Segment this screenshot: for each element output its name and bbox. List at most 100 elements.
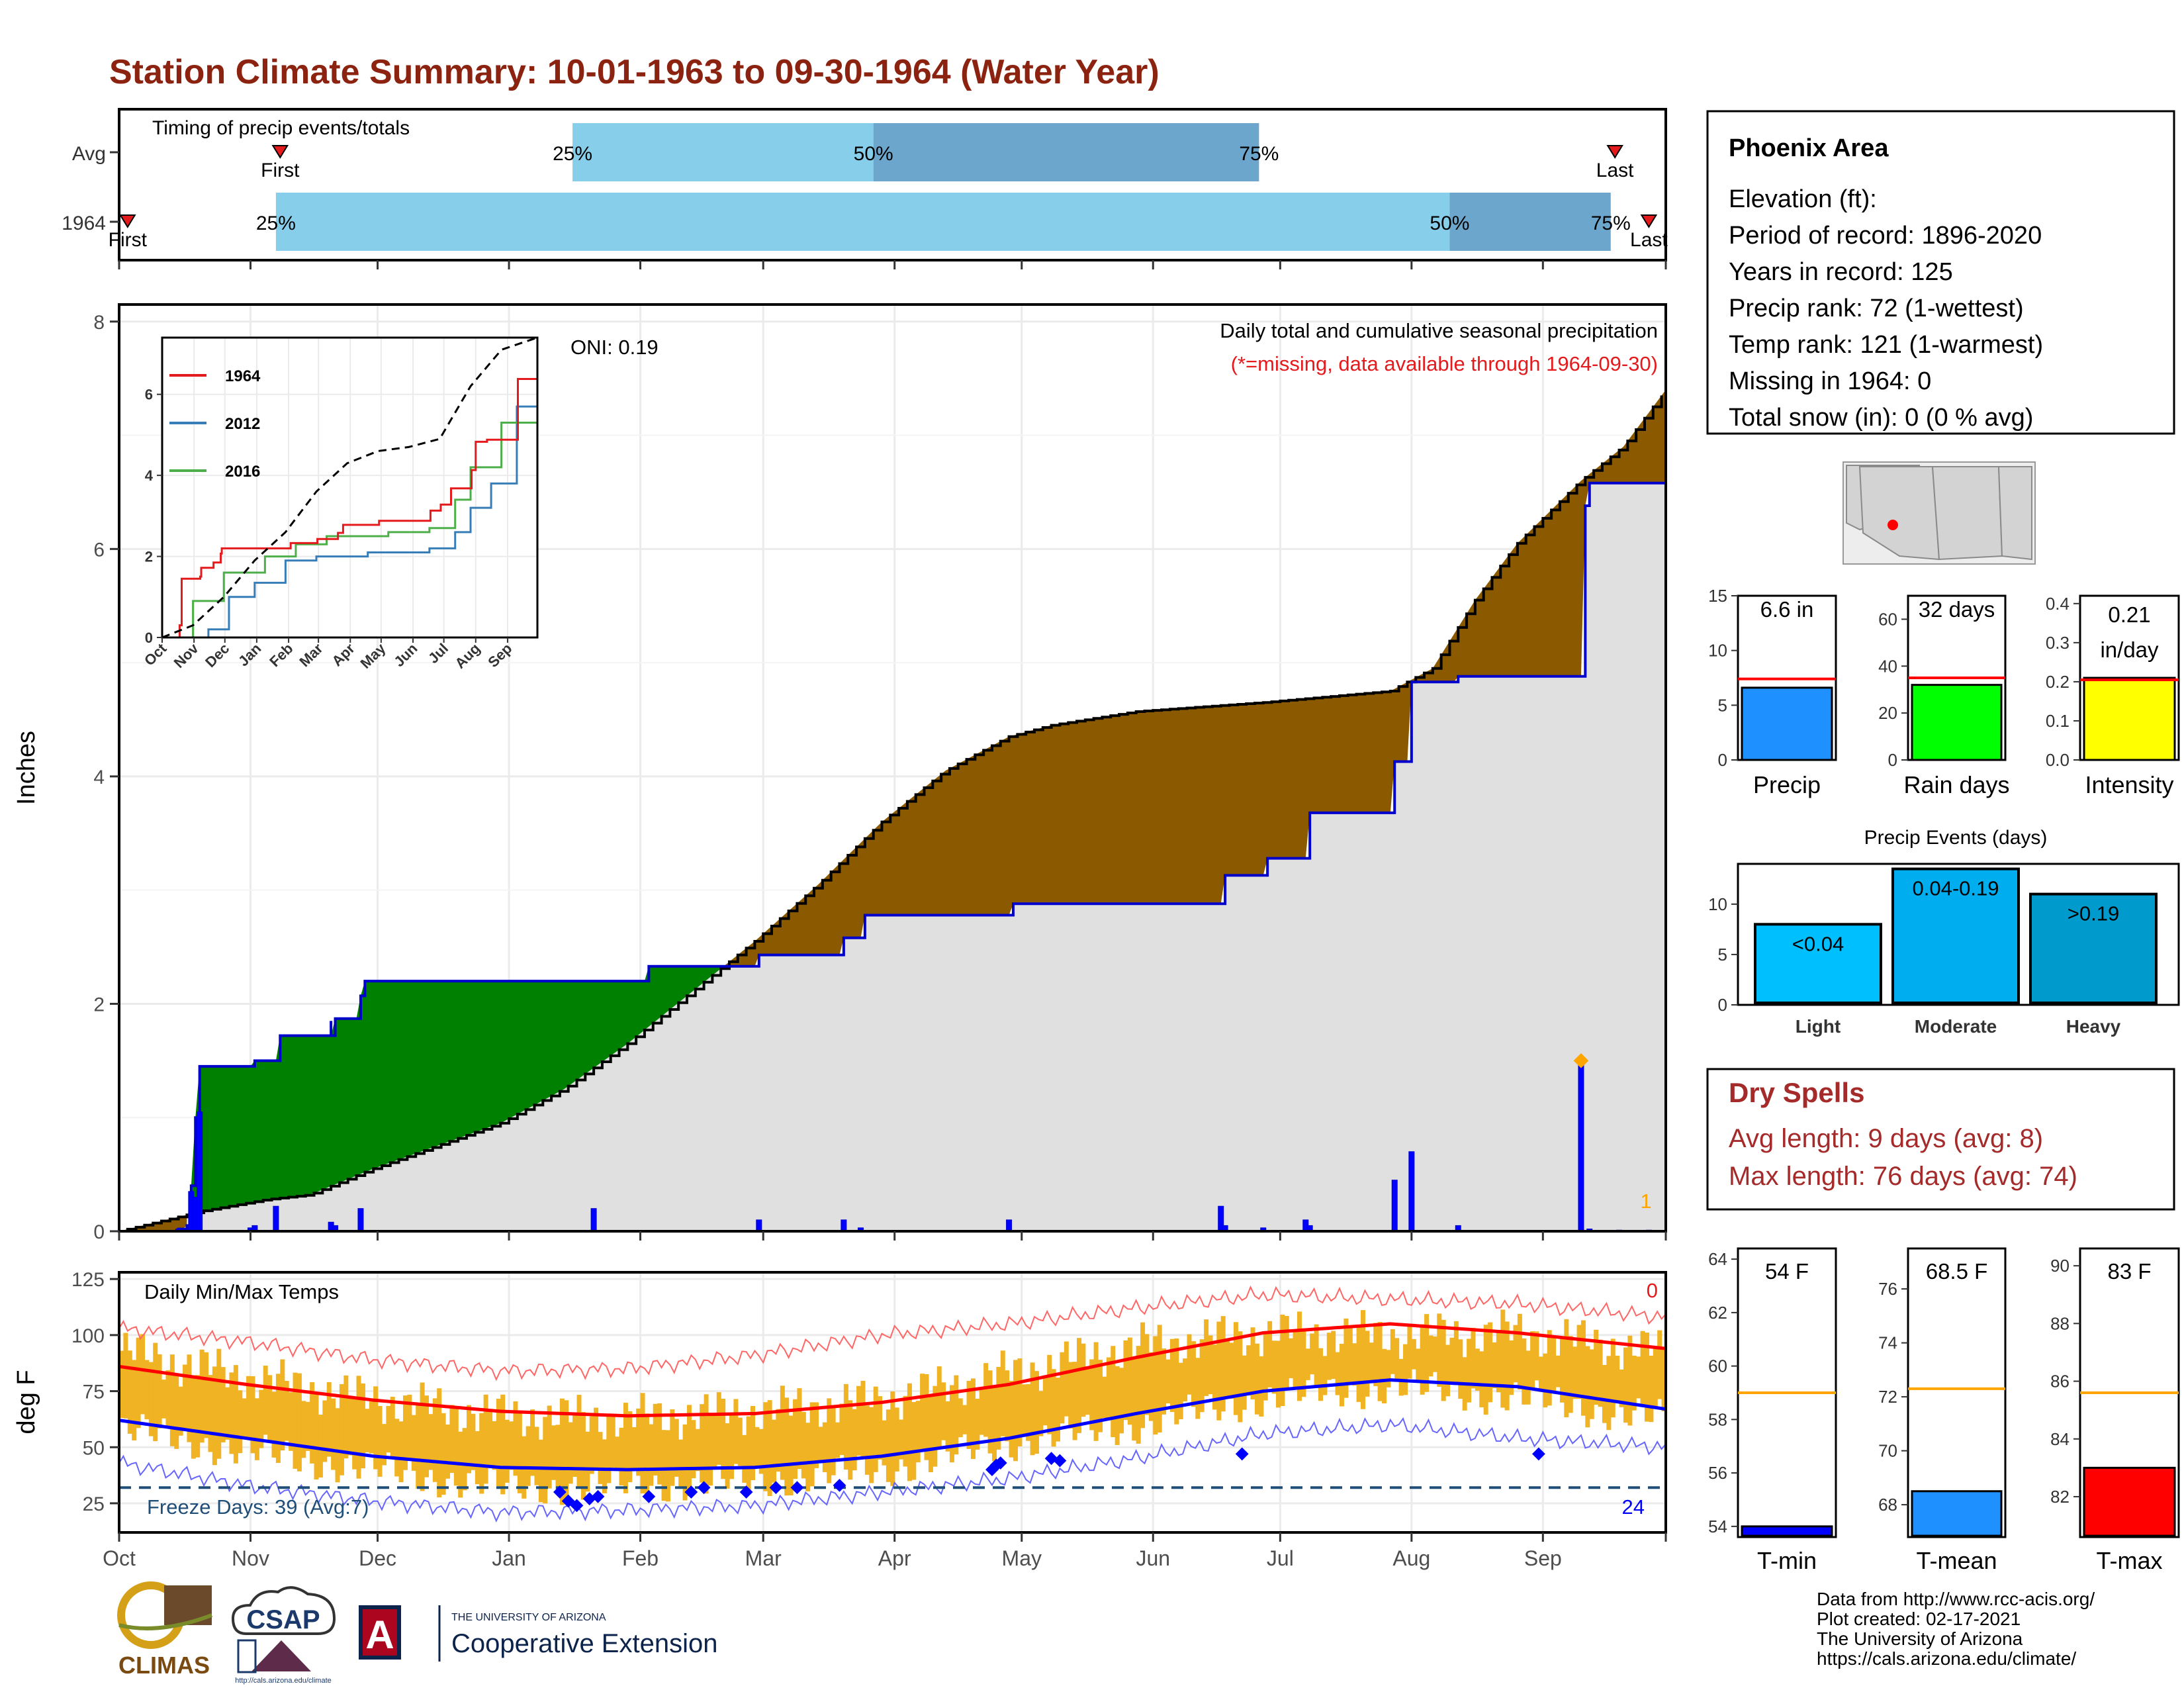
temp-bar [254, 1398, 259, 1460]
temp-bar [886, 1409, 891, 1482]
csap-bars [237, 1639, 257, 1673]
temp-bar [1513, 1325, 1518, 1383]
events-y-tick: 5 [1718, 945, 1727, 964]
avg-max-line [118, 1322, 1666, 1418]
temp-bar [1106, 1357, 1111, 1421]
temp-bar [700, 1404, 705, 1483]
temp-bar [377, 1405, 383, 1477]
temp-bar [1453, 1321, 1459, 1382]
temp-bar [928, 1395, 933, 1473]
temp-bar [564, 1400, 569, 1501]
dry-avg-line: Avg length: 9 days (avg: 8) [1729, 1124, 2043, 1153]
temp-bar [488, 1411, 493, 1469]
temp-bar [1640, 1331, 1645, 1407]
temp-bar [814, 1402, 819, 1468]
temp-bar [263, 1366, 268, 1435]
temp-bar [326, 1382, 332, 1457]
temp-bar [1318, 1348, 1323, 1401]
daily-precip-bar [1391, 1180, 1398, 1232]
temp-bar [949, 1385, 954, 1463]
last-marker [1640, 214, 1658, 228]
timing-75-label: 75% [1239, 143, 1279, 165]
inset-y-tick: 4 [145, 467, 154, 484]
tempbar-value-text: 83 F [2107, 1259, 2151, 1284]
daily-precip-bar [273, 1205, 279, 1232]
event-range-label: <0.04 [1792, 932, 1844, 955]
tempbar-value-text: 54 F [1765, 1259, 1809, 1284]
temp-bar [801, 1412, 806, 1479]
record-max-line [118, 1285, 1666, 1382]
climas-logo-swoosh [118, 1613, 213, 1630]
temp-bar [636, 1408, 641, 1476]
temp-bar [831, 1405, 836, 1476]
temp-bar [547, 1405, 552, 1489]
temp-bar [767, 1400, 772, 1497]
info-line: Missing in 1964: 0 [1729, 367, 1931, 395]
temp-bar [670, 1409, 675, 1486]
temp-bar [204, 1352, 209, 1438]
temp-bar [331, 1398, 336, 1470]
temp-bar [594, 1407, 599, 1471]
temp-bar [941, 1382, 946, 1440]
temp-bar [1289, 1338, 1294, 1378]
x-tick-label: Nov [232, 1546, 269, 1570]
temp-bar [1089, 1359, 1095, 1430]
inset-series-s2016 [162, 402, 539, 639]
temp-bar [1178, 1362, 1183, 1420]
temp-bar [165, 1370, 171, 1429]
temp-bar [933, 1385, 938, 1467]
temp-bar [123, 1333, 128, 1419]
temp-bar [1564, 1319, 1569, 1418]
temp-bar [894, 1407, 899, 1472]
timing-50-label: 50% [854, 143, 893, 165]
temp-bar [640, 1393, 645, 1494]
temp-bar [462, 1428, 467, 1491]
temp-bar [1580, 1320, 1586, 1416]
avg-min-line [118, 1378, 1666, 1472]
timing-row-label: 1964 [62, 212, 106, 234]
temp-bar [644, 1413, 649, 1499]
temp-bar [686, 1405, 692, 1496]
temp-bar [1437, 1313, 1442, 1387]
temp-bar [1060, 1352, 1065, 1424]
tempbar-y-tick: 82 [2050, 1487, 2070, 1507]
csap-cloud [231, 1586, 336, 1635]
station-marker [1888, 520, 1898, 530]
info-line: Temp rank: 121 (1-warmest) [1729, 331, 2043, 359]
temp-title: Daily Min/Max Temps [144, 1280, 339, 1303]
temp-bar [136, 1337, 141, 1429]
temp-bar [1534, 1331, 1539, 1381]
x-tick-label: Aug [1392, 1546, 1430, 1570]
csap-url: http://cals.arizona.edu/climate [235, 1677, 332, 1685]
temp-bar [1479, 1351, 1484, 1407]
tempbar-y-tick: 86 [2050, 1372, 2070, 1391]
temp-bar [1153, 1336, 1158, 1435]
temp-bar [1005, 1370, 1010, 1442]
temp-bar [1432, 1336, 1437, 1372]
footer-line: Data from http://www.rcc-acis.org/ [1817, 1589, 2095, 1609]
temp-bar [411, 1415, 416, 1471]
temp-bar [318, 1415, 323, 1477]
temp-bar [936, 1366, 942, 1448]
temp-bar [1398, 1358, 1404, 1396]
temp-bar [1144, 1334, 1150, 1415]
temp-bar [475, 1431, 480, 1485]
y-tick-label: 8 [93, 312, 105, 334]
y-tick-label: 75 [83, 1382, 105, 1403]
temp-bar [1305, 1348, 1310, 1380]
temp-bar [555, 1425, 561, 1491]
temp-bar [157, 1354, 162, 1429]
temp-bar [1420, 1324, 1425, 1395]
last-marker [1606, 145, 1623, 159]
temp-bar [483, 1394, 488, 1484]
temp-bar [1467, 1338, 1472, 1403]
temp-bar [1471, 1327, 1476, 1389]
y-tick-label: 0 [93, 1221, 105, 1243]
tempbar-y-tick: 58 [1708, 1409, 1727, 1429]
freeze-point [739, 1485, 753, 1499]
x-tick-label: Sep [1524, 1546, 1562, 1570]
info-line: Elevation (ft): [1729, 185, 1877, 213]
temp-bar [420, 1382, 425, 1491]
temp-bar [1517, 1313, 1522, 1389]
ua-small-text: THE UNIVERSITY OF ARIZONA [451, 1612, 606, 1623]
